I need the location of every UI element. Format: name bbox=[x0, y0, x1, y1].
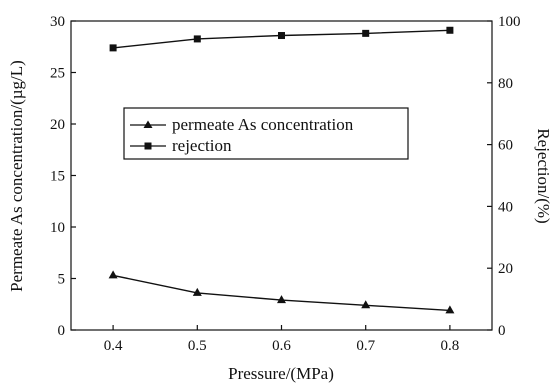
x-tick-label: 0.6 bbox=[272, 338, 291, 354]
data-point-square bbox=[109, 44, 117, 52]
x-tick-label: 0.7 bbox=[356, 338, 375, 354]
series-line-permeate bbox=[112, 274, 450, 312]
x-axis-title: Pressure/(MPa) bbox=[228, 364, 334, 383]
legend-triangle-marker bbox=[143, 120, 153, 128]
legend-label-rejection: rejection bbox=[172, 136, 232, 155]
data-point-triangle bbox=[192, 287, 202, 296]
data-point-triangle bbox=[445, 305, 455, 314]
series-layer bbox=[108, 26, 455, 314]
left-y-tick-label: 30 bbox=[50, 14, 65, 30]
left-y-tick-label: 20 bbox=[50, 117, 65, 133]
legend: permeate As concentration rejection bbox=[123, 107, 409, 160]
data-point-triangle bbox=[361, 300, 371, 309]
data-point-square bbox=[193, 35, 201, 43]
left-y-tick-label: 15 bbox=[50, 169, 65, 185]
x-tick-label: 0.8 bbox=[441, 338, 460, 354]
right-y-tick-label: 100 bbox=[498, 14, 521, 30]
right-y-tick-label: 60 bbox=[498, 138, 513, 154]
right-y-axis-title: Rejection/(%) bbox=[534, 128, 553, 223]
right-y-tick-label: 0 bbox=[498, 323, 506, 339]
legend-square-marker bbox=[144, 142, 152, 150]
left-y-tick-label: 25 bbox=[50, 66, 65, 82]
data-point-triangle bbox=[277, 295, 286, 304]
x-tick-label: 0.4 bbox=[104, 338, 123, 354]
x-tick-label: 0.5 bbox=[188, 338, 207, 354]
left-y-tick-label: 5 bbox=[58, 272, 66, 288]
left-y-tick-label: 0 bbox=[58, 323, 66, 339]
legend-label-permeate: permeate As concentration bbox=[172, 115, 354, 134]
right-y-axis-ticks: 0 20 40 60 80 100 bbox=[487, 14, 521, 339]
right-y-tick-label: 20 bbox=[498, 261, 513, 277]
legend-entry-rejection: rejection bbox=[130, 136, 232, 155]
left-y-axis-ticks: 0 5 10 15 20 25 30 bbox=[50, 14, 76, 339]
data-point-triangle bbox=[108, 270, 118, 279]
data-point-square bbox=[362, 29, 370, 37]
plot-frame bbox=[70, 20, 493, 331]
left-y-axis-title: Permeate As concentration/(µg/L) bbox=[7, 60, 26, 292]
left-y-tick-label: 10 bbox=[50, 220, 65, 236]
right-y-tick-label: 80 bbox=[498, 76, 513, 92]
legend-entry-permeate: permeate As concentration bbox=[130, 115, 354, 134]
data-point-square bbox=[446, 26, 454, 34]
right-y-tick-label: 40 bbox=[498, 199, 513, 215]
x-axis-ticks: 0.4 0.5 0.6 0.7 0.8 bbox=[104, 325, 460, 354]
data-point-square bbox=[278, 32, 285, 40]
legend-box bbox=[123, 107, 409, 160]
